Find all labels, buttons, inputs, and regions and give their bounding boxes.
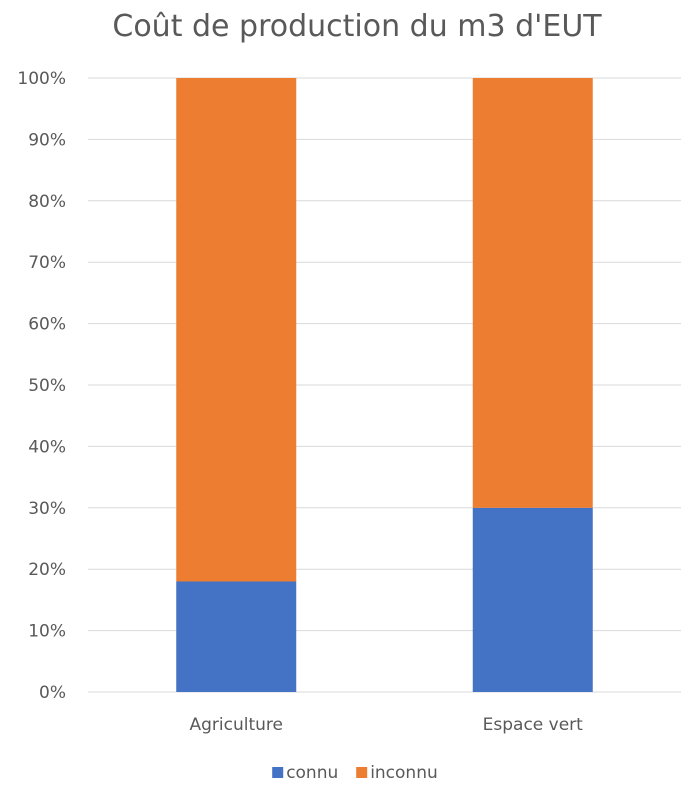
y-tick-label: 90% xyxy=(28,130,66,150)
y-tick-label: 70% xyxy=(28,253,66,273)
legend-swatch-inconnu xyxy=(356,767,368,778)
legend-swatch-connu xyxy=(272,767,284,778)
legend-label-inconnu: inconnu xyxy=(370,763,438,783)
x-category-label: Espace vert xyxy=(483,715,584,735)
y-tick-label: 20% xyxy=(28,560,66,580)
y-tick-label: 10% xyxy=(28,622,66,642)
y-tick-label: 0% xyxy=(39,683,66,703)
legend-label-connu: connu xyxy=(286,763,338,783)
x-category-label: Agriculture xyxy=(190,715,284,735)
bar-inconnu-0 xyxy=(176,78,297,582)
legend: connu inconnu xyxy=(272,763,438,783)
y-tick-label: 100% xyxy=(17,69,66,89)
y-tick-label: 50% xyxy=(28,376,66,396)
bar-inconnu-1 xyxy=(472,78,593,508)
y-tick-label: 40% xyxy=(28,437,66,457)
bars xyxy=(176,78,593,692)
y-tick-label: 30% xyxy=(28,499,66,519)
y-tick-label: 60% xyxy=(28,315,66,335)
y-axis-tick-labels: 0% 10% 20% 30% 40% 50% 60% 70% 80% 90% 100% xyxy=(17,69,66,703)
chart-title: Coût de production du m3 d'EUT xyxy=(112,9,602,44)
y-tick-label: 80% xyxy=(28,192,66,212)
x-axis-category-labels: Agriculture Espace vert xyxy=(190,715,584,735)
bar-connu-0 xyxy=(176,581,297,692)
bar-connu-1 xyxy=(472,507,593,692)
